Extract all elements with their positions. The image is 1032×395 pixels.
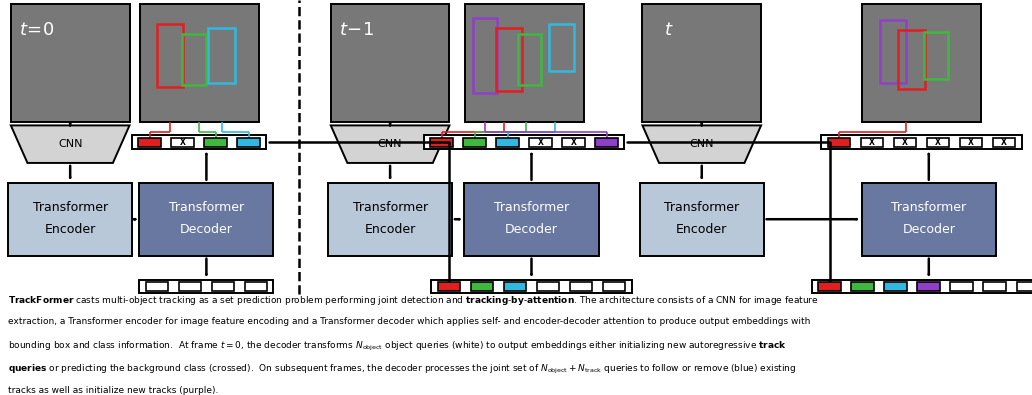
- Text: Transformer: Transformer: [665, 201, 739, 214]
- Text: Encoder: Encoder: [364, 223, 416, 235]
- Text: Encoder: Encoder: [44, 223, 96, 235]
- Text: $t\!=\!0$: $t\!=\!0$: [20, 21, 55, 39]
- Polygon shape: [11, 126, 130, 163]
- Text: X: X: [571, 138, 577, 147]
- FancyBboxPatch shape: [927, 138, 949, 147]
- Text: tracks as well as initialize new tracks (purple).: tracks as well as initialize new tracks …: [8, 386, 219, 395]
- Text: X: X: [869, 138, 875, 147]
- FancyBboxPatch shape: [139, 280, 273, 293]
- Text: $\mathbf{TrackFormer}$ casts multi-object tracking as a set prediction problem p: $\mathbf{TrackFormer}$ casts multi-objec…: [8, 294, 818, 307]
- Text: Decoder: Decoder: [505, 223, 558, 235]
- FancyBboxPatch shape: [862, 182, 996, 256]
- Text: Transformer: Transformer: [169, 201, 244, 214]
- FancyBboxPatch shape: [537, 282, 559, 291]
- FancyBboxPatch shape: [993, 138, 1015, 147]
- Text: Encoder: Encoder: [676, 223, 728, 235]
- FancyBboxPatch shape: [204, 138, 227, 147]
- FancyBboxPatch shape: [821, 135, 1022, 149]
- FancyBboxPatch shape: [11, 4, 130, 122]
- FancyBboxPatch shape: [424, 135, 624, 149]
- FancyBboxPatch shape: [863, 4, 980, 122]
- FancyBboxPatch shape: [828, 138, 850, 147]
- FancyBboxPatch shape: [884, 282, 907, 291]
- FancyBboxPatch shape: [595, 138, 618, 147]
- FancyBboxPatch shape: [642, 4, 762, 122]
- Text: Decoder: Decoder: [180, 223, 233, 235]
- Text: X: X: [538, 138, 544, 147]
- Text: $t$: $t$: [664, 21, 673, 39]
- FancyBboxPatch shape: [471, 282, 493, 291]
- FancyBboxPatch shape: [983, 282, 1006, 291]
- Text: CNN: CNN: [689, 139, 714, 149]
- Text: bounding box and class information.  At frame $t = 0$, the decoder transforms $N: bounding box and class information. At f…: [8, 340, 787, 353]
- FancyBboxPatch shape: [132, 135, 266, 149]
- Text: Decoder: Decoder: [902, 223, 956, 235]
- FancyBboxPatch shape: [330, 4, 450, 122]
- FancyBboxPatch shape: [496, 138, 519, 147]
- FancyBboxPatch shape: [861, 138, 883, 147]
- FancyBboxPatch shape: [818, 282, 841, 291]
- Polygon shape: [642, 126, 762, 163]
- Text: $t\!-\!1$: $t\!-\!1$: [340, 21, 375, 39]
- FancyBboxPatch shape: [1017, 282, 1032, 291]
- Text: Transformer: Transformer: [353, 201, 427, 214]
- FancyBboxPatch shape: [529, 138, 552, 147]
- Text: CNN: CNN: [378, 139, 402, 149]
- Polygon shape: [330, 126, 450, 163]
- FancyBboxPatch shape: [237, 138, 260, 147]
- FancyBboxPatch shape: [960, 138, 982, 147]
- FancyBboxPatch shape: [171, 138, 194, 147]
- FancyBboxPatch shape: [570, 282, 592, 291]
- FancyBboxPatch shape: [8, 182, 132, 256]
- FancyBboxPatch shape: [139, 182, 273, 256]
- FancyBboxPatch shape: [894, 138, 916, 147]
- Text: X: X: [968, 138, 974, 147]
- Text: Transformer: Transformer: [33, 201, 107, 214]
- FancyBboxPatch shape: [463, 138, 486, 147]
- FancyBboxPatch shape: [140, 4, 258, 122]
- FancyBboxPatch shape: [464, 182, 599, 256]
- Text: X: X: [935, 138, 941, 147]
- FancyBboxPatch shape: [504, 282, 526, 291]
- Text: Transformer: Transformer: [494, 201, 569, 214]
- Text: Transformer: Transformer: [892, 201, 966, 214]
- FancyBboxPatch shape: [138, 138, 161, 147]
- FancyBboxPatch shape: [212, 282, 234, 291]
- Text: $\mathbf{queries}$ or predicting the background class (crossed).  On subsequent : $\mathbf{queries}$ or predicting the bac…: [8, 363, 797, 376]
- Text: X: X: [1001, 138, 1007, 147]
- FancyBboxPatch shape: [562, 138, 585, 147]
- Text: X: X: [902, 138, 908, 147]
- FancyBboxPatch shape: [245, 282, 267, 291]
- FancyBboxPatch shape: [851, 282, 874, 291]
- Text: extraction, a Transformer encoder for image feature encoding and a Transformer d: extraction, a Transformer encoder for im…: [8, 317, 810, 326]
- FancyBboxPatch shape: [146, 282, 168, 291]
- FancyBboxPatch shape: [603, 282, 625, 291]
- Text: X: X: [180, 138, 186, 147]
- FancyBboxPatch shape: [179, 282, 201, 291]
- FancyBboxPatch shape: [464, 4, 584, 122]
- FancyBboxPatch shape: [438, 282, 460, 291]
- FancyBboxPatch shape: [430, 138, 453, 147]
- FancyBboxPatch shape: [812, 280, 1032, 293]
- FancyBboxPatch shape: [917, 282, 940, 291]
- FancyBboxPatch shape: [431, 280, 632, 293]
- FancyBboxPatch shape: [328, 182, 452, 256]
- FancyBboxPatch shape: [950, 282, 973, 291]
- FancyBboxPatch shape: [640, 182, 764, 256]
- Text: CNN: CNN: [58, 139, 83, 149]
